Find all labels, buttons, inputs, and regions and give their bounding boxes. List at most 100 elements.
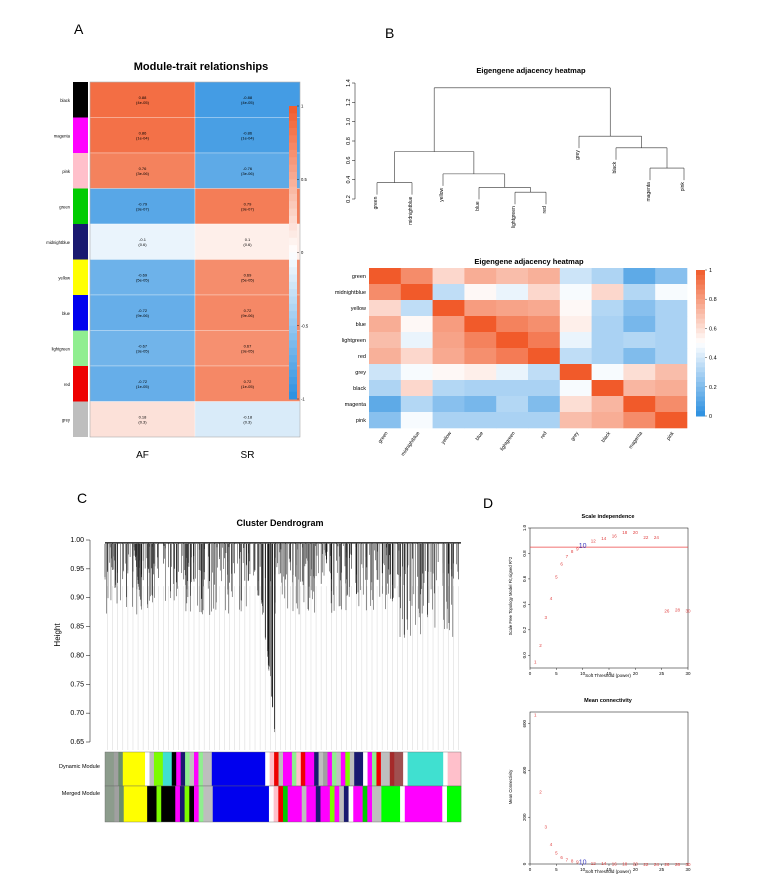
adjacency-colorbar-tick-label: 0.4	[709, 356, 717, 362]
adjacency-cell	[655, 364, 688, 381]
merged-module-strip	[348, 786, 354, 822]
y-tick-label: 0.0	[522, 652, 527, 659]
colorbar-tick-label: 0	[301, 250, 304, 255]
colorbar-segment	[289, 325, 297, 334]
module-color-swatch	[73, 117, 88, 153]
adjacency-row-label: blue	[356, 322, 366, 328]
y-tick-label: 0.4	[522, 601, 527, 608]
dynamic-module-strip	[336, 752, 342, 786]
data-point-label: 9	[576, 860, 579, 865]
data-point-label: 4	[550, 842, 553, 847]
adjacency-cell	[369, 380, 402, 397]
trait-cell-p-value: (5e-05)	[136, 277, 150, 282]
colorbar-segment	[289, 289, 297, 297]
adjacency-col-label: black	[601, 430, 613, 443]
colorbar-segment	[289, 149, 297, 158]
dendrogram-leaf-label: midnightblue	[408, 196, 414, 225]
adjacency-colorbar-segment	[696, 304, 705, 310]
adjacency-cell	[623, 348, 656, 365]
adjacency-row-label: grey	[355, 370, 366, 376]
merged-module-strip	[283, 786, 288, 822]
data-point-label: 12	[591, 539, 597, 544]
adjacency-cell	[528, 332, 561, 349]
data-point-label: 3	[545, 825, 548, 830]
trait-cell-p-value: (1e-05)	[136, 384, 150, 389]
adjacency-cell	[591, 268, 624, 285]
trait-cell-r-value: -0.79	[138, 201, 148, 206]
adjacency-cell	[464, 300, 497, 317]
x-tick-label: 10	[580, 671, 586, 676]
trait-cell-p-value: (4e-05)	[136, 100, 150, 105]
data-point-label: 5	[555, 850, 558, 855]
colorbar-segment	[289, 333, 297, 341]
merged-module-strip	[287, 786, 303, 822]
colorbar-tick-label: 1	[301, 104, 304, 109]
dynamic-module-strip	[340, 752, 346, 786]
trait-cell-p-value: (1e-04)	[136, 135, 150, 140]
colorbar-segment	[289, 157, 297, 166]
dynamic-module-strip	[331, 752, 337, 786]
trait-cell	[194, 294, 301, 331]
dynamic-module-strip	[376, 752, 382, 786]
module-row-label: midnightblue	[46, 240, 70, 245]
merged-module-strip	[442, 786, 448, 822]
colorbar-segment	[289, 171, 297, 180]
x-tick-label: 25	[659, 867, 665, 872]
colorbar-segment	[289, 113, 297, 122]
trait-cell	[89, 81, 196, 118]
panel-label-b: B	[385, 25, 394, 41]
adjacency-cell	[369, 332, 402, 349]
x-tick-label: 5	[555, 671, 558, 676]
colorbar-segment	[289, 106, 297, 114]
cluster-y-tick-label: 1.00	[70, 537, 84, 544]
dendrogram-title: Eigengene adjacency heatmap	[476, 66, 586, 75]
trait-cell-r-value: 0.1	[245, 237, 251, 242]
data-point-label: 12	[591, 861, 597, 866]
adjacency-cell	[528, 348, 561, 365]
adjacency-cell	[559, 268, 592, 285]
adjacency-colorbar-segment	[696, 284, 705, 290]
colorbar-segment	[289, 259, 297, 268]
adjacency-cell	[496, 412, 529, 429]
eigengene-adjacency-heatmap: green green midnightblue midnightblue yellow…	[335, 268, 717, 457]
dynamic-module-strip	[185, 752, 190, 786]
adjacency-cell	[559, 300, 592, 317]
adjacency-colorbar-segment	[696, 386, 705, 393]
adjacency-cell	[432, 300, 465, 317]
merged-module-strip	[306, 786, 317, 822]
adjacency-cell	[400, 380, 433, 397]
module-row-label: pink	[62, 169, 71, 174]
adjacency-colorbar-segment	[696, 377, 705, 383]
adjacency-cell	[655, 268, 688, 285]
adjacency-cell	[623, 380, 656, 397]
dynamic-module-strip	[265, 752, 270, 786]
module-row-label: black	[60, 98, 71, 103]
trait-cell-p-value: (9e-06)	[241, 313, 255, 318]
dynamic-module-strip	[305, 752, 315, 786]
adjacency-cell	[591, 380, 624, 397]
dynamic-module-strip	[180, 752, 186, 786]
merged-module-strip	[156, 786, 162, 822]
dynamic-module-strip	[149, 752, 155, 786]
adjacency-cell	[496, 268, 529, 285]
dynamic-module-strip	[300, 752, 306, 786]
adjacency-cell	[623, 300, 656, 317]
colorbar-segment	[289, 252, 297, 261]
data-point-label: 5	[555, 574, 558, 579]
dynamic-module-strip	[363, 752, 368, 786]
adjacency-col-label: midnightblue	[400, 431, 421, 458]
adjacency-cell	[432, 316, 465, 333]
dendrogram-leaf-label: red	[542, 206, 548, 213]
merged-module-strip	[212, 786, 270, 822]
trait-cell-r-value: 0.18	[139, 414, 148, 419]
merged-module-strip	[329, 786, 335, 822]
colorbar-tick-label: -0.5	[301, 323, 309, 328]
adjacency-cell	[369, 364, 402, 381]
dynamic-module-strip	[211, 752, 266, 786]
trait-cell-p-value: (1e-04)	[241, 135, 255, 140]
dendrogram-leaf-label: yellow	[439, 187, 445, 201]
data-point-label: 24	[654, 535, 660, 540]
dynamic-module-strip	[145, 752, 150, 786]
adjacency-cell	[559, 380, 592, 397]
